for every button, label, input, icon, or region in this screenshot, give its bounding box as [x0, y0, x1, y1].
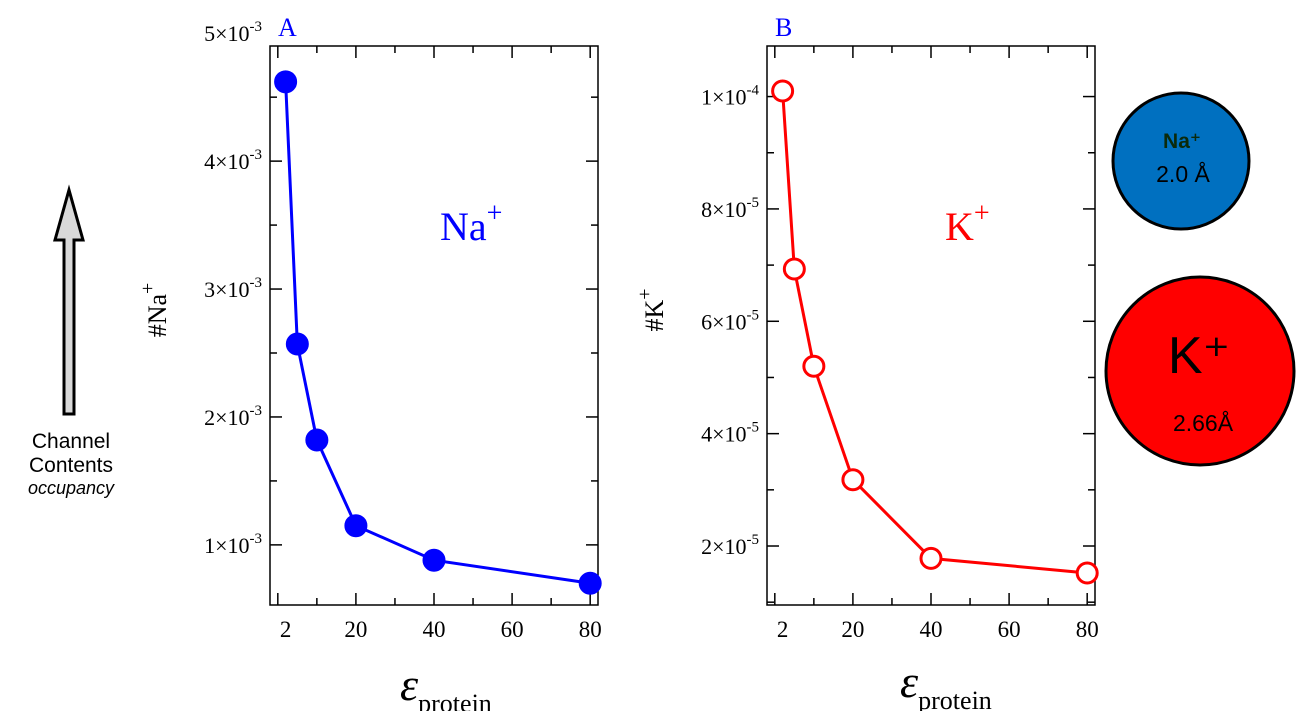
x-tick-label: 20: [344, 617, 367, 642]
data-point: [344, 514, 368, 538]
k-ion-radius: 2.66Å: [1173, 409, 1234, 436]
na-ion-circle: Na⁺ 2.0 Å: [1111, 91, 1251, 231]
data-point: [422, 548, 446, 572]
data-point: [305, 428, 329, 452]
up-arrow-icon: [53, 184, 85, 416]
data-point: [782, 257, 806, 281]
x-tick-label: 20: [841, 617, 864, 642]
y-tick-label: 8×10-5: [701, 195, 759, 222]
data-point: [802, 354, 826, 378]
y-tick-label: 3×10-3: [204, 275, 262, 302]
x-tick-label: 2: [777, 617, 789, 642]
side-annotation-line1: Channel: [31, 430, 111, 453]
x-tick-label: 40: [920, 617, 943, 642]
panel-label: B: [775, 13, 792, 42]
y-tick-label: 2×10-5: [701, 532, 759, 559]
y-tick-label: 4×10-3: [204, 147, 262, 174]
k-ion-label: K⁺: [1168, 327, 1230, 385]
side-annotation-line2: Contents: [28, 454, 114, 477]
plot-frame: [269, 45, 599, 606]
y-tick-label: 4×10-5: [701, 420, 759, 447]
y-tick-label: 5×10-3: [204, 19, 262, 46]
chart-panel-b: 2 20 40 60 80 2×10-5 4×10-5 6×10-5 8×10-5 1×10-4 B…: [634, 13, 1099, 711]
side-annotation-line3: occupancy: [27, 478, 115, 498]
data-point: [578, 571, 602, 595]
x-tick-label: 60: [998, 617, 1021, 642]
data-point: [1075, 561, 1099, 585]
x-axis-label: εprotein: [900, 656, 992, 711]
data-point: [285, 332, 309, 356]
y-tick-label: 1×10-3: [204, 531, 262, 558]
k-ion-circle: K⁺ 2.66Å: [1104, 275, 1296, 467]
x-tick-label: 60: [501, 617, 524, 642]
y-axis-label: #Na+: [137, 283, 172, 338]
ion-annotation: Na+: [440, 198, 502, 249]
plot-frame: [766, 45, 1096, 606]
chart-panel-a: 2 20 40 60 80 1×10-3 2×10-3 3×10-3 4×10-3 5×10-3 A…: [137, 13, 602, 711]
x-tick-label: 80: [579, 617, 602, 642]
x-axis-label: εprotein: [400, 659, 492, 711]
y-tick-label: 2×10-3: [204, 403, 262, 430]
ion-annotation: K+: [945, 198, 990, 249]
side-annotation: Channel Contents occupancy: [6, 430, 136, 499]
data-point: [274, 70, 298, 94]
x-tick-label: 2: [280, 617, 292, 642]
data-point: [919, 546, 943, 570]
x-tick-label: 80: [1076, 617, 1099, 642]
data-point: [841, 468, 865, 492]
y-tick-label: 6×10-5: [701, 307, 759, 334]
x-tick-label: 40: [423, 617, 446, 642]
y-axis-label: #K+: [634, 288, 669, 331]
y-tick-label: 1×10-4: [701, 83, 759, 110]
series-line: [284, 81, 591, 585]
na-ion-radius: 2.0 Å: [1156, 160, 1210, 187]
series-line: [781, 90, 1088, 575]
data-point: [771, 79, 795, 103]
na-ion-label: Na⁺: [1163, 130, 1201, 153]
panel-label: A: [278, 13, 297, 42]
